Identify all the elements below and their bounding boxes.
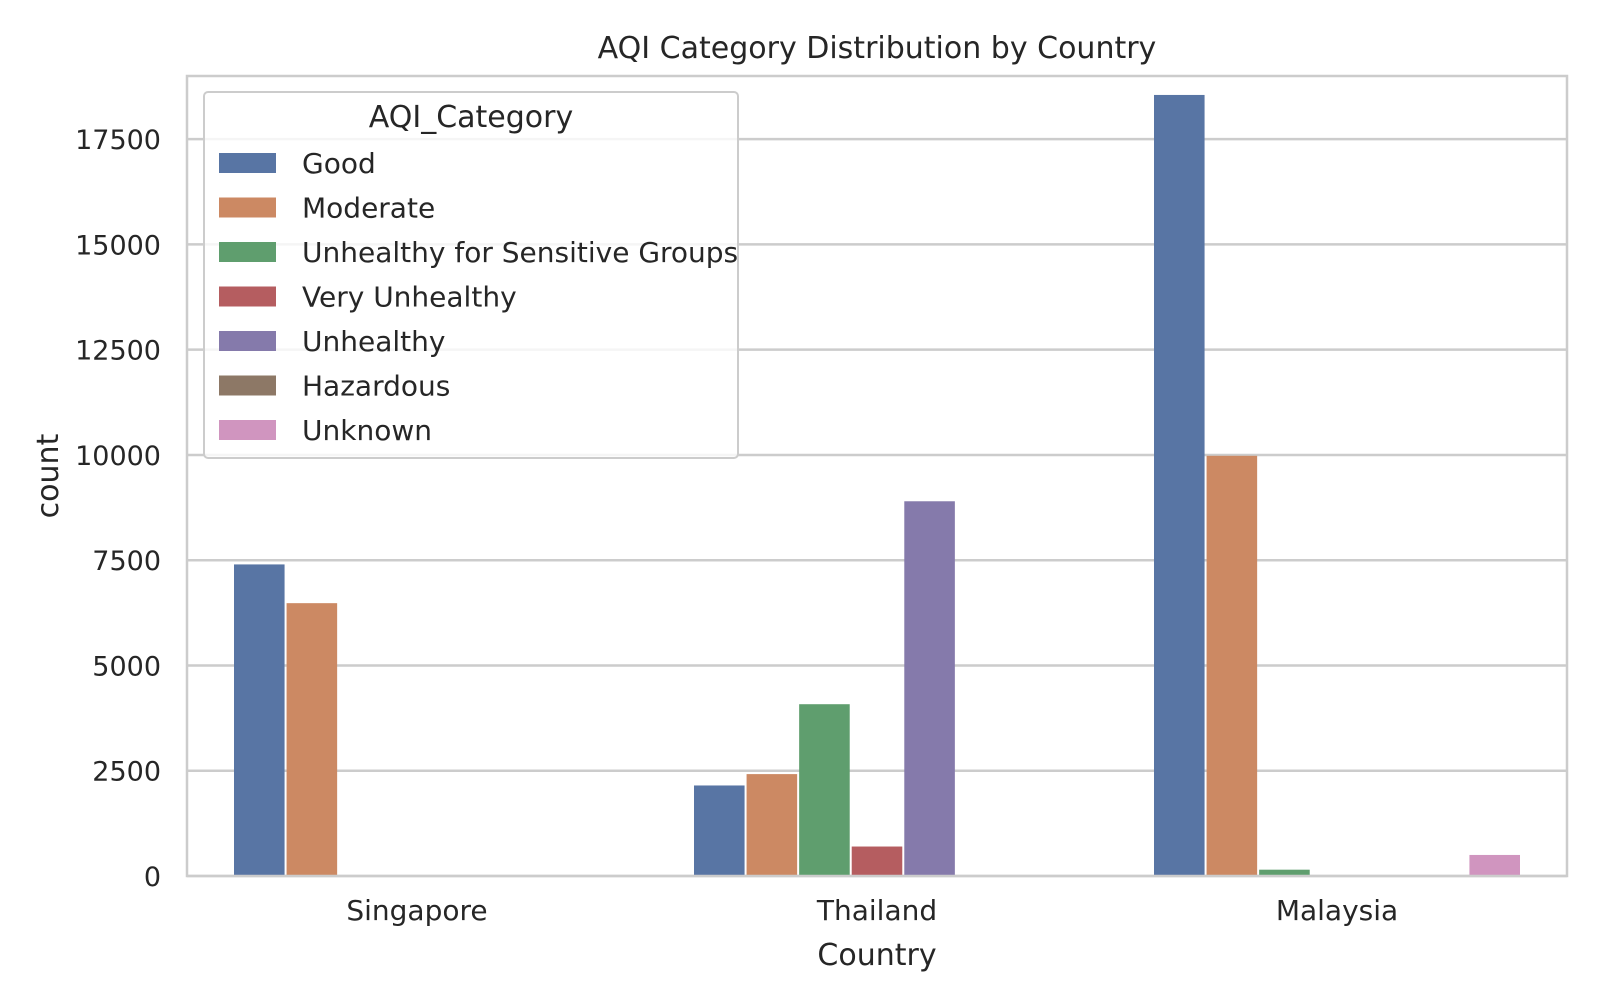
x-tick-label: Singapore: [346, 894, 487, 927]
legend-swatch: [219, 375, 276, 396]
bar-thailand-unhealthy-for-sensitive-groups: [799, 704, 850, 876]
bar-thailand-moderate: [746, 774, 798, 876]
y-tick-label: 2500: [92, 757, 161, 788]
bar-malaysia-good: [1154, 94, 1205, 876]
y-tick-label: 10000: [75, 441, 161, 472]
legend: AQI_Category Good Moderate Unhealthy for S…: [203, 91, 739, 459]
legend-swatch: [219, 153, 276, 173]
legend-swatch: [219, 331, 276, 351]
x-tick-labels: Singapore Thailand Malaysia: [346, 894, 1398, 927]
legend-swatch: [219, 197, 276, 218]
bars: [234, 94, 1520, 876]
bar-malaysia-moderate: [1206, 455, 1258, 876]
y-tick-label: 0: [144, 862, 161, 893]
legend-label: Unknown: [302, 414, 432, 447]
bar-malaysia-unknown: [1469, 854, 1520, 876]
x-tick-label: Thailand: [816, 894, 937, 927]
plot-frame: [185, 74, 1569, 878]
legend-label: Good: [302, 147, 376, 180]
y-axis-label: count: [31, 433, 66, 518]
bar-thailand-unhealthy: [904, 501, 955, 876]
legend-swatch: [219, 286, 276, 307]
legend-swatch: [219, 242, 276, 262]
bar-thailand-very-unhealthy: [851, 846, 903, 876]
legend-title: AQI_Category: [369, 100, 574, 135]
y-tick-label: 17500: [75, 125, 161, 156]
legend-label: Moderate: [302, 192, 435, 225]
legend-label: Unhealthy for Sensitive Groups: [302, 236, 738, 269]
legend-box: [203, 91, 739, 459]
legend-label: Unhealthy: [302, 325, 445, 358]
legend-swatch: [219, 420, 276, 440]
bar-malaysia-unhealthy-for-sensitive-groups: [1259, 869, 1310, 876]
x-axis-label: Country: [817, 938, 936, 973]
legend-label: Hazardous: [302, 370, 450, 403]
y-tick-label: 15000: [75, 230, 161, 261]
y-tick-label: 5000: [92, 651, 161, 682]
bar-thailand-good: [694, 785, 745, 876]
legend-items: Good Moderate Unhealthy for Sensitive Grou…: [219, 147, 738, 447]
y-tick-label: 12500: [75, 336, 161, 367]
bar-singapore-good: [234, 564, 285, 876]
y-tick-label: 7500: [92, 546, 161, 577]
x-tick-label: Malaysia: [1276, 894, 1398, 927]
chart-title: AQI Category Distribution by Country: [598, 31, 1157, 66]
y-tick-labels: 0 2500 5000 7500 10000 12500 15000 17500: [75, 125, 161, 893]
legend-label: Very Unhealthy: [302, 281, 517, 314]
bar-singapore-moderate: [286, 603, 338, 876]
